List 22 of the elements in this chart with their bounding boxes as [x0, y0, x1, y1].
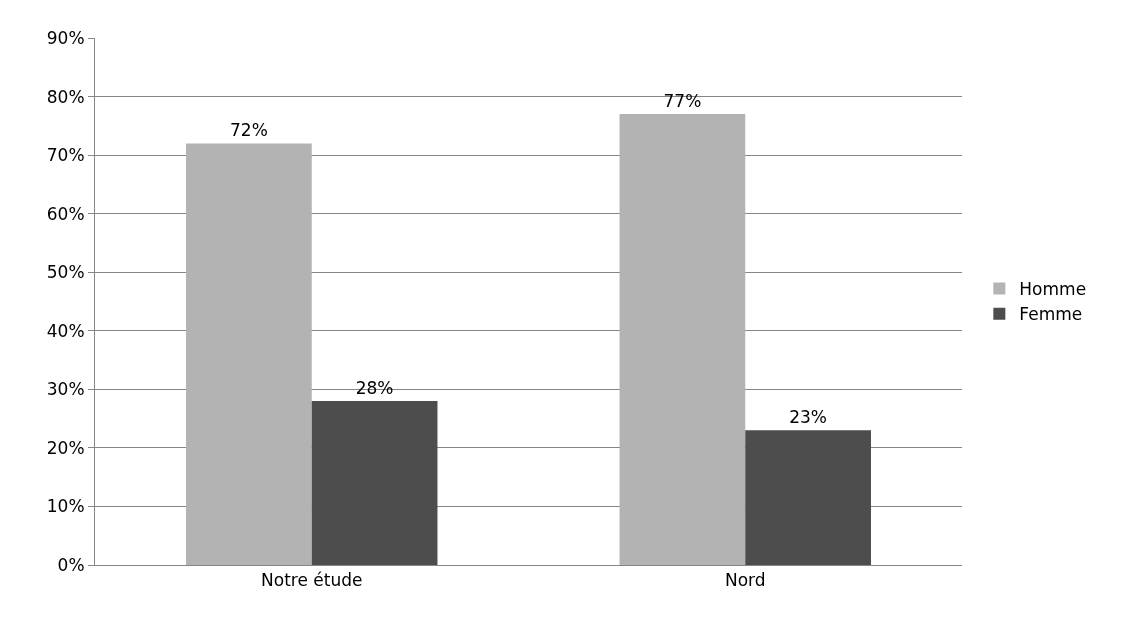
data-label: 23% [789, 407, 828, 428]
bar [311, 401, 438, 565]
y-tick-label: 20% [46, 437, 85, 458]
y-tick-label: 0% [57, 554, 85, 575]
x-tick-label: Notre étude [261, 570, 363, 591]
x-tick-label: Nord [724, 570, 766, 591]
data-label: 28% [355, 378, 394, 399]
legend-label: Homme [1019, 279, 1087, 300]
data-label: 77% [663, 91, 702, 112]
bar [619, 114, 746, 565]
y-tick-label: 90% [46, 27, 85, 48]
bar [745, 430, 871, 565]
y-tick-label: 70% [46, 145, 85, 166]
y-tick-label: 50% [46, 262, 85, 283]
y-tick-label: 30% [46, 379, 85, 400]
y-tick-label: 80% [46, 86, 85, 107]
y-tick-label: 60% [46, 203, 85, 224]
legend-label: Femme [1019, 304, 1083, 325]
y-tick-label: 10% [46, 496, 85, 517]
bar [186, 143, 312, 565]
data-label: 72% [229, 120, 268, 141]
y-tick-label: 40% [46, 320, 85, 341]
